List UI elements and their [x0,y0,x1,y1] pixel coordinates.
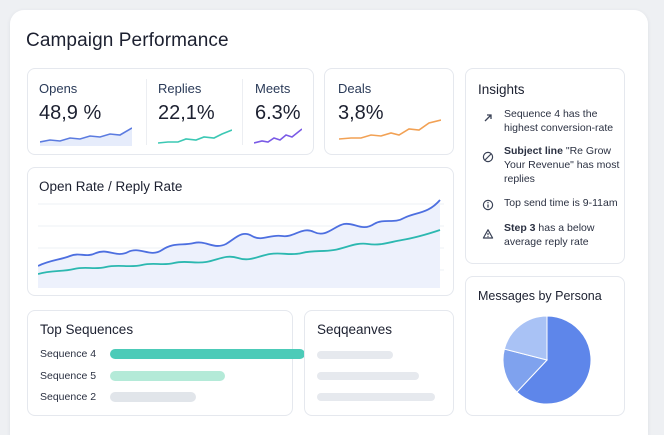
insight-bold: Subject line [504,145,563,157]
insight-text: has a below average reply rate [504,222,595,248]
sequence-label: Sequence 4 [40,348,97,360]
open-rate-line [38,199,441,267]
top-sequences-title: Top Sequences [40,322,134,337]
placeholder-line [317,372,419,380]
sequences-title: Seqqeanves [317,322,393,337]
sequence-bar [110,371,225,381]
insight-text: "Re Grow Your Revenue" has most replies [504,145,620,185]
insight-item: Subject line "Re Grow Your Revenue" has … [504,144,622,186]
pie-slice-1 [516,315,592,405]
insights-title: Insights [478,82,525,97]
reply-rate-line [38,229,441,275]
insight-item: Sequence 4 has the highest conversion-ra… [504,107,622,135]
kpi-card: Opens 48,9 % Replies 22,1% Meets 6.3% [27,68,314,155]
insights-card: Insights Sequence 4 has the highest conv… [465,68,625,264]
sequence-bar [110,349,305,359]
kpi-meets-value: 6.3% [255,102,301,124]
kpi-replies-label: Replies [158,81,202,96]
placeholder-line [317,393,435,401]
persona-pie-chart [502,315,592,405]
sequences-card: Seqqeanves [304,310,454,416]
warning-icon [481,227,495,241]
pie-slice-2 [502,348,548,393]
rate-chart [38,199,444,288]
kpi-replies-value: 22,1% [158,102,215,124]
rate-chart-title: Open Rate / Reply Rate [39,179,183,194]
kpi-divider [242,79,243,145]
persona-card: Messages by Persona [465,276,625,416]
kpi-opens-value: 48,9 % [39,102,102,124]
trend-up-icon [481,111,495,125]
top-sequences-card: Top Sequences Sequence 4 Sequence 5 Sequ… [27,310,305,416]
insight-text: Top send time is 9-11am [504,197,618,209]
no-entry-icon [481,150,495,164]
meets-sparkline [254,128,302,144]
page-title: Campaign Performance [26,30,229,51]
rate-chart-card: Open Rate / Reply Rate [27,167,454,296]
sequence-label: Sequence 5 [40,370,97,382]
kpi-deals-value: 3,8% [338,102,384,124]
pie-slice-3 [503,315,548,361]
kpi-opens-label: Opens [39,81,78,96]
replies-sparkline [158,129,232,144]
sequence-bar [110,392,196,402]
persona-title: Messages by Persona [478,289,602,303]
placeholder-line [317,351,393,359]
insight-text: Sequence 4 has the highest conversion-ra… [504,108,614,134]
kpi-deals-card: Deals 3,8% [324,68,454,155]
kpi-divider [146,79,147,145]
kpi-deals-label: Deals [338,81,372,96]
deals-sparkline [339,119,441,140]
kpi-meets-label: Meets [255,81,291,96]
insight-item: Step 3 has a below average reply rate [504,221,622,249]
opens-sparkline [40,127,132,146]
insight-item: Top send time is 9-11am [504,196,622,210]
sequence-label: Sequence 2 [40,391,97,403]
info-icon [481,198,495,212]
insight-bold: Step 3 [504,222,536,234]
